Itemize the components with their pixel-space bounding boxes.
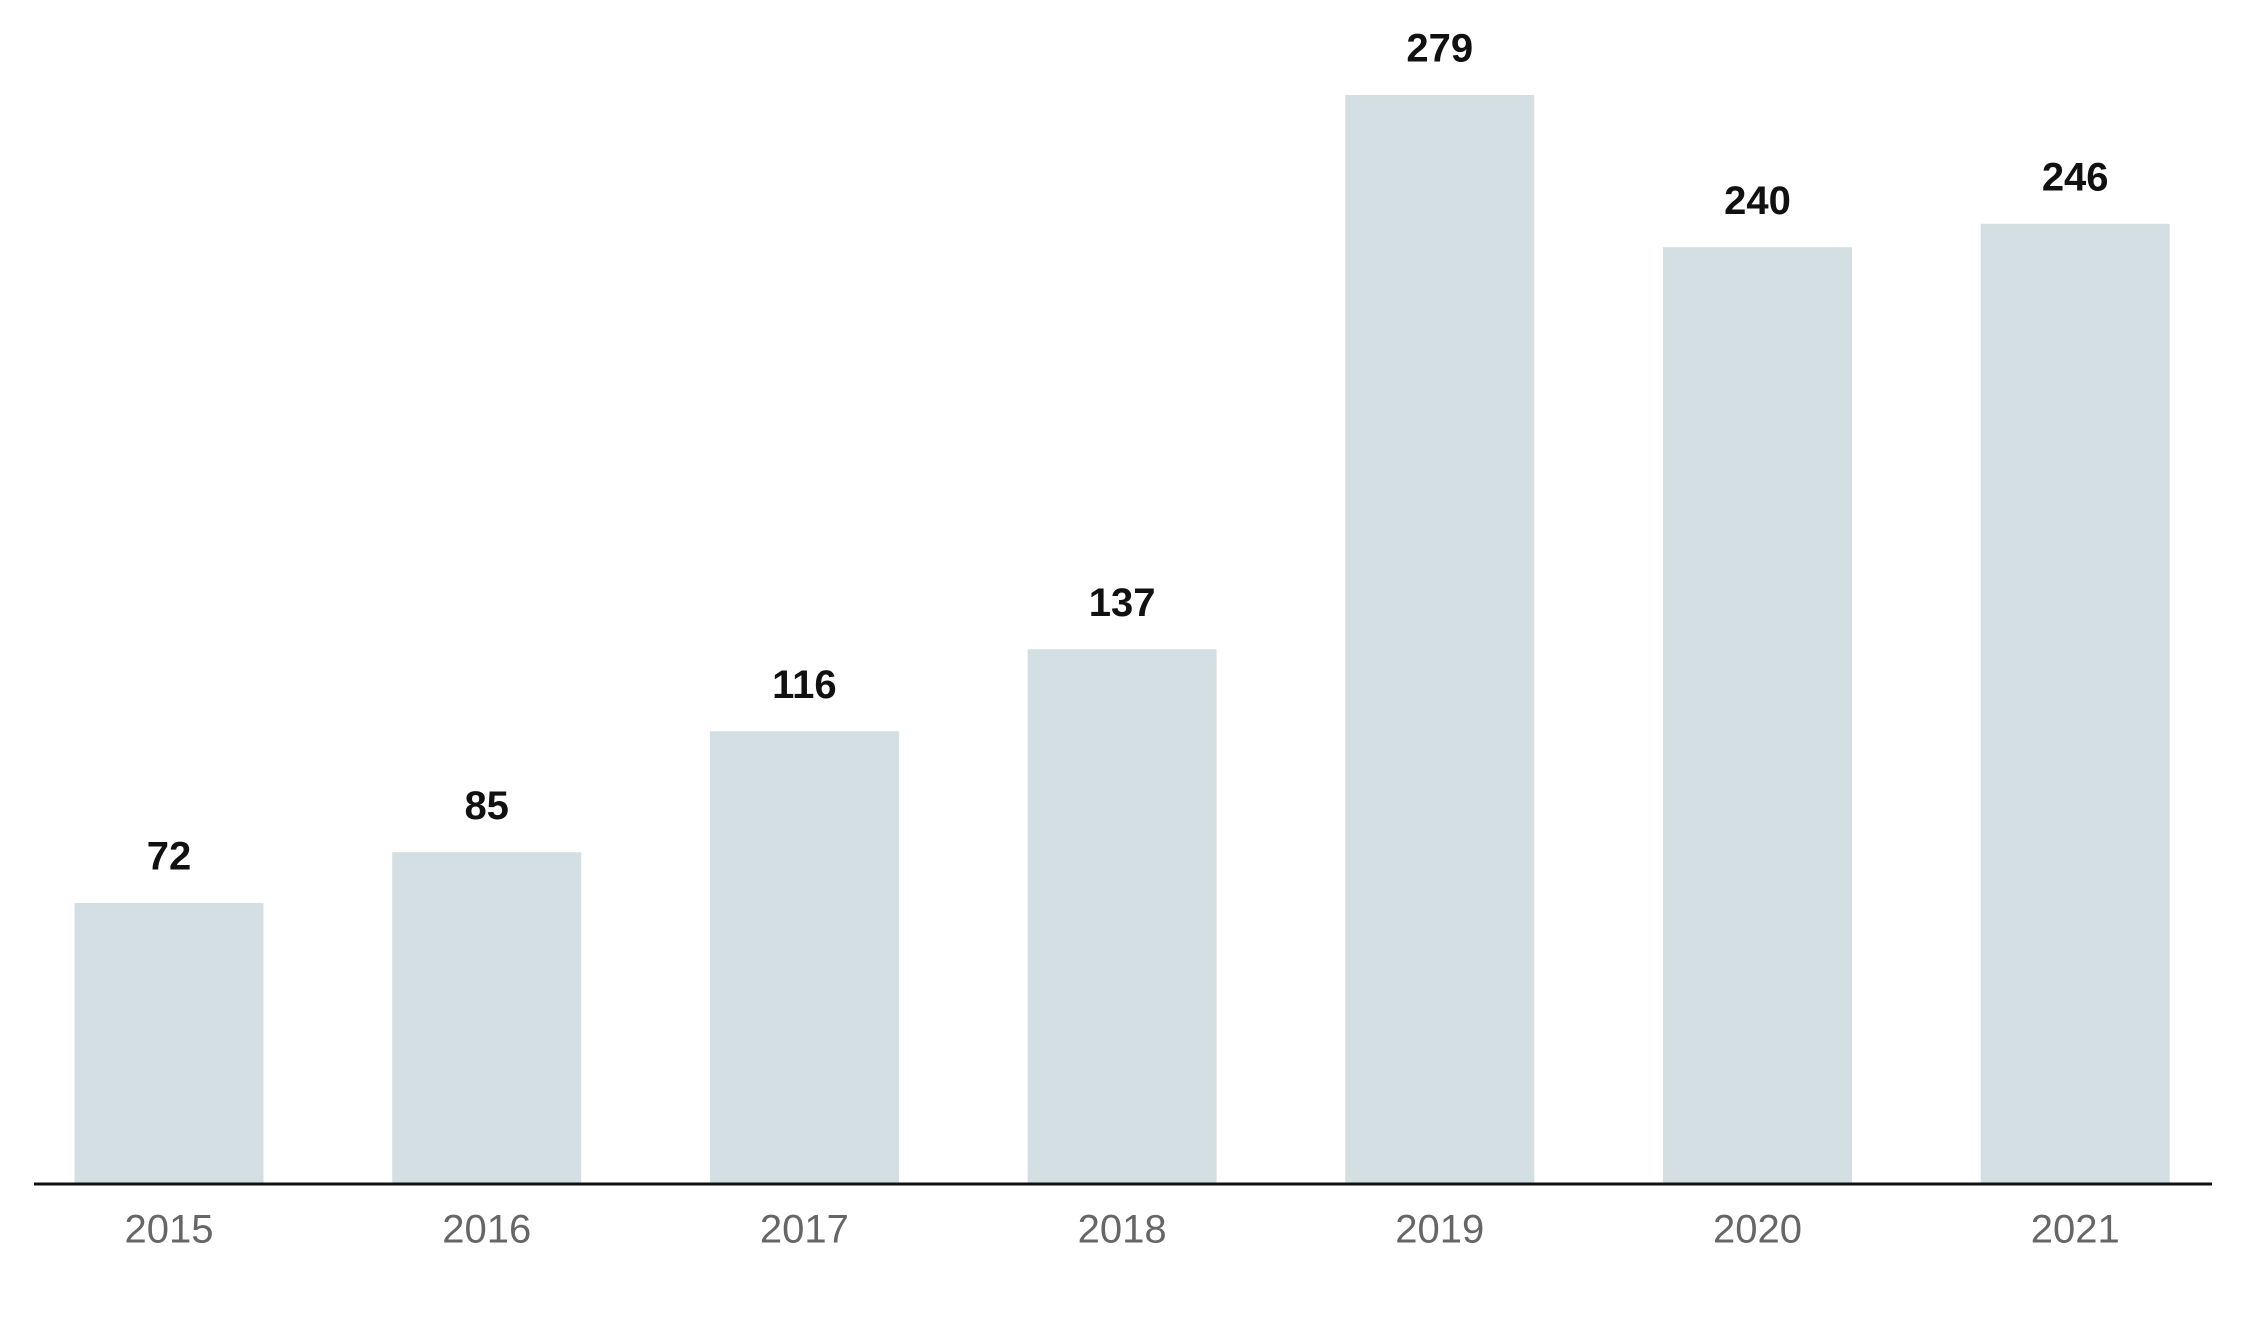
x-tick-label: 2016 [442,1208,531,1252]
bar [709,731,899,1184]
data-label: 240 [1724,179,1791,223]
data-label: 85 [464,784,509,828]
data-label: 137 [1089,581,1156,625]
data-label: 279 [1406,27,1473,71]
bar [1027,649,1217,1184]
bar [1663,247,1852,1184]
x-tick-label: 2021 [2031,1208,2120,1252]
bar [392,852,582,1184]
x-tick-label: 2019 [1395,1208,1484,1252]
x-tick-label: 2017 [760,1208,849,1252]
bar [1980,223,2170,1184]
data-label: 72 [147,835,192,879]
data-label: 246 [2042,155,2109,199]
data-label: 116 [772,663,837,707]
x-tick-label: 2015 [125,1208,214,1252]
x-tick-label: 2018 [1078,1208,1167,1252]
bar [74,902,264,1184]
x-tick-label: 2020 [1713,1208,1802,1252]
bar [1345,94,1535,1185]
